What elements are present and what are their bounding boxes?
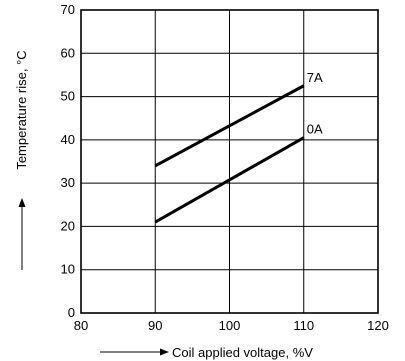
tick-layer: 80 90 100 110 120 0 10 20 30 40 50 60 70 — [61, 2, 389, 333]
series-label-bg — [304, 121, 331, 137]
grid-lines — [81, 10, 378, 313]
y-tick-label: 50 — [61, 89, 75, 104]
x-tick-label: 80 — [74, 318, 88, 333]
y-tick-label: 20 — [61, 218, 75, 233]
series-label-7a: 7A — [307, 70, 323, 85]
y-tick-label: 10 — [61, 262, 75, 277]
x-tick-label: 90 — [148, 318, 162, 333]
y-tick-label: 30 — [61, 175, 75, 190]
x-tick-label: 120 — [367, 318, 389, 333]
y-tick-label: 0 — [68, 305, 75, 320]
y-tick-label: 60 — [61, 45, 75, 60]
series-line-7a — [154, 84, 305, 168]
y-tick-label: 40 — [61, 132, 75, 147]
series-label-0a: 0A — [307, 122, 323, 137]
series-label-bg — [304, 69, 331, 85]
plot-frame — [80, 9, 379, 314]
y-axis-arrow-head — [18, 198, 26, 207]
series-line-0a — [154, 136, 305, 224]
x-tick-label: 100 — [219, 318, 241, 333]
y-tick-label: 70 — [61, 2, 75, 17]
x-axis-label: Coil applied voltage, %V — [172, 345, 313, 360]
series-layer: 7A 0A — [154, 69, 331, 224]
x-tick-label: 110 — [293, 318, 314, 333]
y-axis-label: Temperature rise, °C — [14, 50, 29, 169]
x-axis-arrow-head — [160, 348, 169, 356]
